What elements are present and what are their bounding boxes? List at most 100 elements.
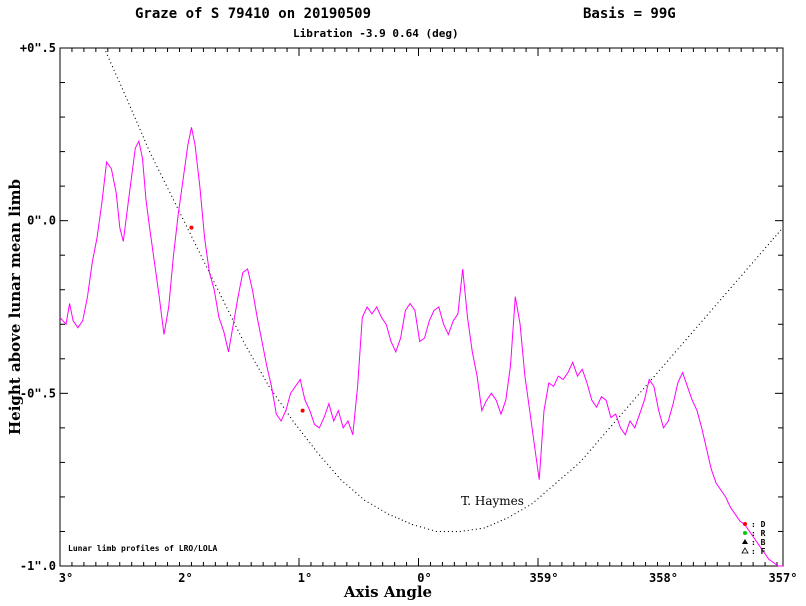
graze-path-dot bbox=[147, 147, 149, 149]
graze-path-dot bbox=[108, 58, 110, 60]
graze-path-dot bbox=[144, 139, 146, 142]
y-tick-labels: +0".5 0".0 -0".5 -1".0 bbox=[20, 41, 56, 573]
graze-path-dot bbox=[531, 503, 533, 505]
axis-ticks bbox=[59, 47, 783, 567]
graze-path-dot bbox=[528, 505, 530, 507]
graze-path-dot bbox=[250, 354, 252, 356]
graze-path-dot bbox=[592, 446, 594, 448]
graze-path-dot bbox=[487, 525, 489, 528]
graze-path-dot bbox=[698, 323, 700, 325]
graze-path-dotted-line bbox=[103, 47, 782, 533]
legend-symbol bbox=[743, 531, 747, 535]
graze-path-dot bbox=[118, 80, 120, 83]
graze-path-dot bbox=[605, 431, 608, 433]
graze-path-dot bbox=[180, 214, 182, 216]
graze-path-dot bbox=[637, 394, 639, 396]
x-tick-label: 1° bbox=[298, 571, 312, 585]
graze-path-dot bbox=[419, 526, 422, 528]
graze-path-dot bbox=[145, 143, 147, 145]
x-tick-label: 359° bbox=[530, 571, 559, 585]
graze-path-dot bbox=[552, 485, 554, 487]
graze-path-dot bbox=[134, 117, 136, 119]
graze-path-dot bbox=[581, 458, 584, 460]
graze-path-dot bbox=[195, 244, 197, 246]
graze-path-dot bbox=[635, 397, 637, 399]
graze-path-dot bbox=[459, 530, 461, 533]
graze-path-dot bbox=[661, 366, 663, 368]
graze-path-dot bbox=[534, 500, 536, 502]
graze-path-dot bbox=[451, 530, 453, 533]
graze-path-dot bbox=[313, 448, 316, 450]
graze-path-dot bbox=[431, 529, 434, 531]
graze-path-dot bbox=[725, 293, 727, 295]
graze-path-dot bbox=[500, 520, 502, 522]
graze-path-dot bbox=[182, 217, 184, 220]
graze-path-dot bbox=[613, 421, 616, 424]
graze-path-dot bbox=[202, 258, 204, 261]
source-note: Lunar limb profiles of LRO/LOLA bbox=[68, 543, 217, 553]
graze-path-dot bbox=[728, 289, 730, 292]
graze-path-dot bbox=[264, 378, 266, 381]
graze-path-dot bbox=[377, 507, 379, 509]
x-tick-label: 357° bbox=[769, 571, 798, 585]
legend-symbol bbox=[741, 547, 749, 554]
graze-path-dot bbox=[770, 240, 772, 242]
graze-path-dot bbox=[131, 110, 133, 112]
graze-path-dot bbox=[246, 347, 248, 349]
graze-path-dot bbox=[558, 479, 560, 482]
graze-path-dot bbox=[741, 274, 743, 276]
graze-path-dot bbox=[666, 360, 669, 362]
plot-frame bbox=[59, 47, 784, 567]
graze-path-dot bbox=[334, 472, 337, 475]
graze-path-dot bbox=[490, 524, 492, 526]
graze-path-dot bbox=[163, 180, 165, 182]
graze-path-dot bbox=[287, 413, 289, 415]
graze-path-dot bbox=[256, 365, 258, 367]
graze-path-dot bbox=[463, 530, 465, 532]
graze-path-dot bbox=[629, 403, 631, 405]
graze-path-dot bbox=[297, 426, 299, 428]
graze-path-dot bbox=[374, 505, 376, 507]
graze-path-dot bbox=[757, 256, 759, 258]
graze-path-dot bbox=[555, 482, 557, 484]
graze-path-dot bbox=[237, 329, 239, 331]
graze-path-dot bbox=[664, 363, 666, 365]
graze-path-dot bbox=[361, 497, 363, 499]
graze-path-dot bbox=[435, 530, 437, 533]
graze-path-dot bbox=[125, 95, 127, 97]
graze-path-dot bbox=[645, 385, 647, 387]
x-tick-label: 3° bbox=[59, 571, 73, 585]
legend-label: : F bbox=[751, 547, 766, 556]
graze-path-dot bbox=[521, 509, 523, 511]
graze-path-dot bbox=[116, 77, 119, 79]
graze-path-dot bbox=[218, 292, 221, 294]
graze-path-dot bbox=[754, 259, 756, 261]
graze-path-dot bbox=[123, 92, 125, 94]
graze-path-dot bbox=[231, 318, 233, 320]
graze-path-dot bbox=[171, 195, 173, 197]
graze-path-dot bbox=[149, 151, 151, 153]
graze-path-dot bbox=[561, 477, 563, 479]
graze-path-dot bbox=[391, 515, 393, 517]
graze-path-dot bbox=[701, 320, 703, 322]
legend-label: : D bbox=[751, 520, 766, 529]
graze-path-dot bbox=[650, 378, 653, 381]
graze-path-dot bbox=[398, 518, 400, 520]
graze-path-dot bbox=[141, 132, 143, 134]
graze-path-dot bbox=[780, 229, 782, 231]
graze-path-dot bbox=[688, 335, 690, 338]
graze-path-dot bbox=[408, 522, 410, 524]
graze-path-dot bbox=[239, 333, 241, 335]
graze-path-dot bbox=[483, 527, 485, 529]
graze-path-dot bbox=[129, 106, 132, 108]
graze-path-dot bbox=[706, 314, 708, 316]
graze-path-dot bbox=[497, 521, 499, 523]
x-tick-label: 2° bbox=[178, 571, 192, 585]
graze-path-dot bbox=[570, 469, 572, 471]
graze-path-dot bbox=[126, 99, 128, 101]
graze-path-dot bbox=[564, 474, 566, 476]
graze-path-dot bbox=[589, 449, 592, 451]
graze-path-dot bbox=[306, 439, 308, 441]
graze-path-dot bbox=[619, 415, 621, 417]
